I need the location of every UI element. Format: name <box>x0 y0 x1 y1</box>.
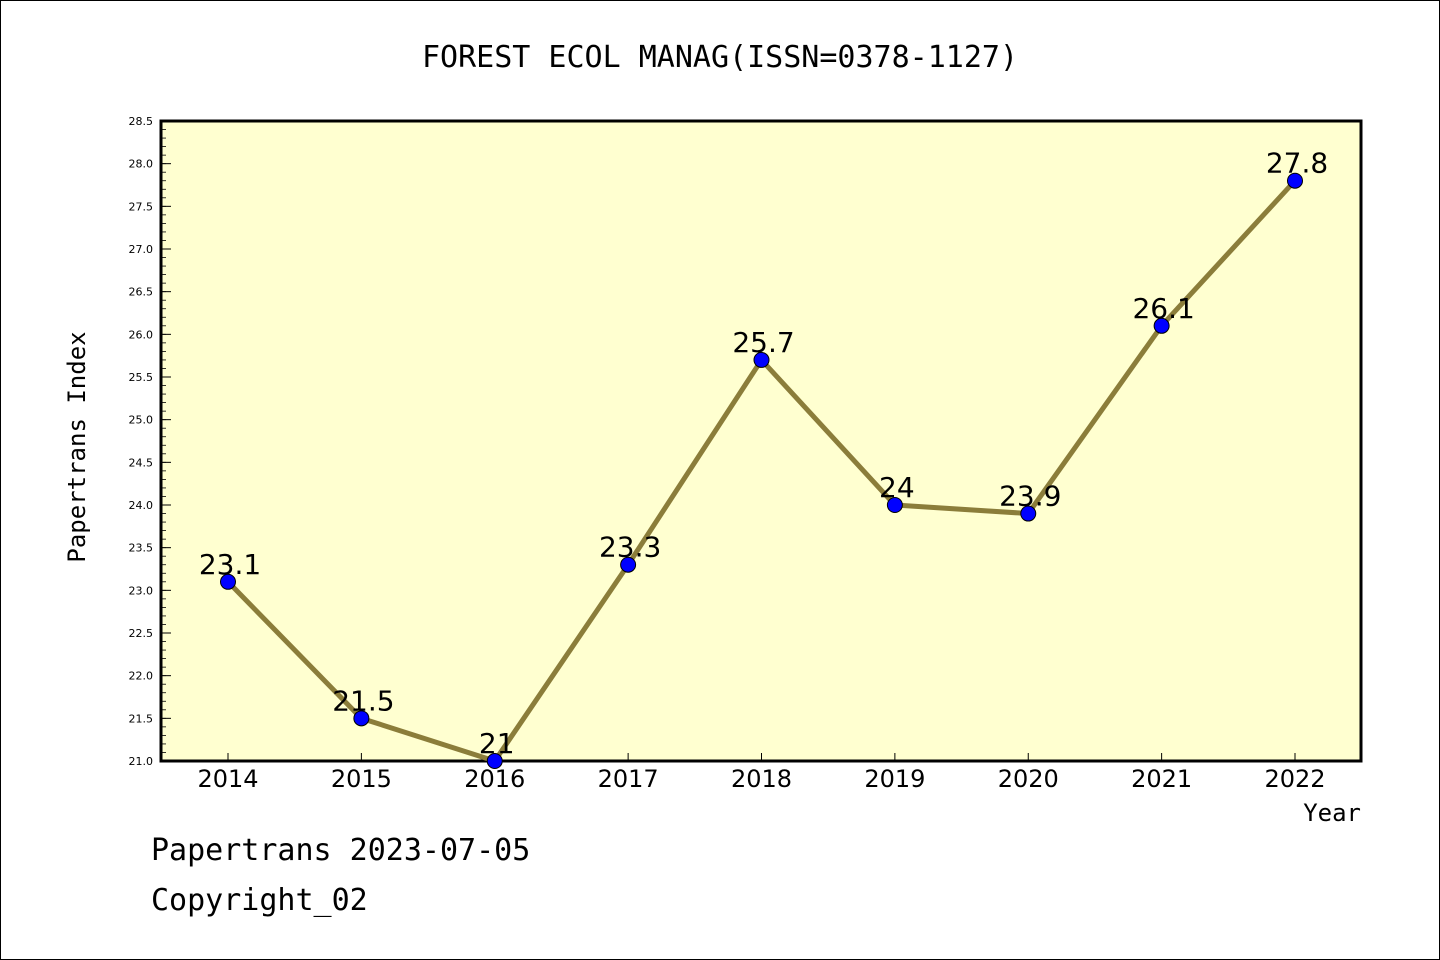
footer-copyright: Copyright_02 <box>151 883 368 918</box>
x-axis-label: Year <box>1303 799 1361 827</box>
data-label: 21.5 <box>332 684 394 717</box>
x-tick-label: 2022 <box>1264 765 1325 793</box>
data-label: 23.3 <box>599 531 661 564</box>
y-tick-label: 24.0 <box>129 499 154 512</box>
y-tick-label: 26.5 <box>129 286 154 299</box>
x-tick-label: 2017 <box>598 765 659 793</box>
x-tick-label: 2020 <box>998 765 1059 793</box>
y-tick-label: 27.0 <box>129 243 154 256</box>
data-point-marker <box>753 351 770 368</box>
x-tick-label: 2019 <box>864 765 925 793</box>
data-label: 25.7 <box>732 326 794 359</box>
plot-area <box>159 119 1363 763</box>
y-tick-label: 28.0 <box>129 158 154 171</box>
data-point-marker <box>620 556 637 573</box>
data-point-marker <box>886 497 903 513</box>
y-tick-label: 21.5 <box>129 712 154 725</box>
chart-title: FOREST ECOL MANAG(ISSN=0378-1127) <box>422 40 1018 75</box>
data-point-marker <box>1020 505 1037 522</box>
data-point-marker <box>1287 172 1303 189</box>
y-tick-label: 24.5 <box>129 456 154 469</box>
y-tick-label: 26.0 <box>129 328 154 341</box>
y-tick-label: 28.5 <box>129 115 154 128</box>
y-tick-label: 22.5 <box>129 627 154 640</box>
x-tick-label: 2018 <box>731 765 792 793</box>
data-point-marker <box>353 710 370 727</box>
data-point-marker <box>1153 317 1170 334</box>
data-label: 24 <box>879 471 915 504</box>
data-label: 23.9 <box>999 480 1061 513</box>
y-tick-label: 25.0 <box>129 414 154 427</box>
y-tick-label: 25.5 <box>129 371 154 384</box>
y-tick-label: 27.5 <box>129 200 154 213</box>
y-tick-label: 21.0 <box>129 755 154 768</box>
x-tick-label: 2021 <box>1131 765 1192 793</box>
y-tick-label: 23.5 <box>129 542 154 555</box>
y-axis: 21.0 21.5 22.0 22.5 23.0 23.5 24.0 24.5 25.0 25.5… <box>129 115 171 768</box>
y-axis-label: Papertrans Index <box>63 331 91 562</box>
y-tick-label: 22.0 <box>129 670 154 683</box>
data-point-marker <box>486 753 503 769</box>
data-label: 23.1 <box>199 548 261 581</box>
x-tick-label: 2016 <box>464 765 525 793</box>
series-layer: 23.1 21.5 21 23.3 25.7 24 23.9 26.1 27.8 <box>199 147 1328 769</box>
x-axis: 2014 2015 2016 2017 2018 2019 2020 2021 2022 <box>197 753 1326 793</box>
footer-date: Papertrans 2023-07-05 <box>151 833 531 868</box>
x-tick-label: 2015 <box>331 765 392 793</box>
data-label: 27.8 <box>1266 147 1328 180</box>
data-label: 26.1 <box>1132 292 1194 325</box>
data-point-marker <box>220 573 236 590</box>
data-label: 21 <box>479 727 515 760</box>
x-tick-label: 2014 <box>197 765 258 793</box>
y-tick-label: 23.0 <box>129 584 154 597</box>
